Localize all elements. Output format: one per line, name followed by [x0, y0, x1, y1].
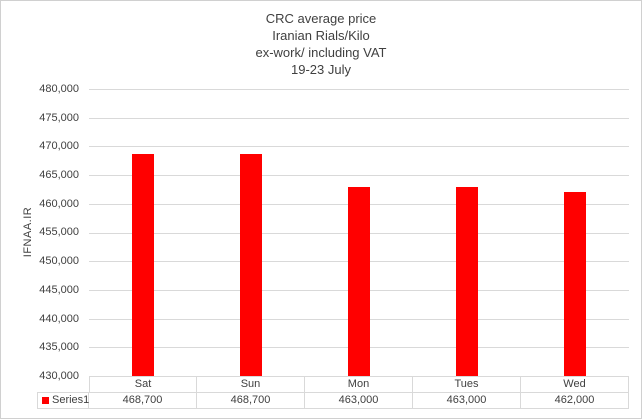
data-table: Sat Sun Mon Tues Wed Series1 468,700 468,700 4… [37, 376, 629, 409]
y-tick-label: 470,000 [39, 140, 79, 153]
chart-title-line-1: CRC average price [265, 11, 377, 26]
category-cell: Wed [521, 376, 629, 392]
y-tick-label: 450,000 [39, 255, 79, 268]
series-name: Series1 [52, 394, 90, 406]
y-tick-label: 475,000 [39, 111, 79, 124]
gridline [89, 146, 629, 148]
y-axis-tick-labels: 480,000 475,000 470,000 465,000 460,000 455,0… [1, 81, 79, 384]
category-row: Sat Sun Mon Tues Wed [89, 376, 629, 392]
legend: Series1 [37, 392, 89, 409]
y-tick-label: 480,000 [39, 83, 79, 95]
y-tick-label: 455,000 [39, 226, 79, 239]
gridline [89, 175, 629, 177]
y-tick-label: 465,000 [39, 169, 79, 182]
bar [456, 186, 478, 376]
value-cell: 462,000 [521, 392, 629, 409]
plot-area [89, 89, 629, 377]
y-tick-label: 435,000 [39, 341, 79, 354]
gridline [89, 117, 629, 119]
bar [132, 153, 154, 376]
series-marker-icon [42, 397, 49, 404]
value-cell: 468,700 [89, 392, 197, 409]
value-row: Series1 468,700 468,700 463,000 463,000 462,… [37, 392, 629, 409]
chart-title-line-4: 19-23 July [291, 62, 351, 77]
gridline [89, 89, 629, 90]
chart-title-line-2: Iranian Rials/Kilo [272, 28, 370, 43]
y-tick-label: 460,000 [39, 197, 79, 210]
bar [348, 186, 370, 376]
y-tick-label: 445,000 [39, 283, 79, 296]
category-cell: Tues [413, 376, 521, 392]
category-cell: Sun [197, 376, 305, 392]
bars [89, 89, 629, 376]
bar [240, 153, 262, 376]
value-cell: 463,000 [413, 392, 521, 409]
value-cell: 463,000 [305, 392, 413, 409]
value-cell: 468,700 [197, 392, 305, 409]
chart-title-line-3: ex-work/ including VAT [255, 45, 387, 60]
category-cell: Mon [305, 376, 413, 392]
category-cell: Sat [89, 376, 197, 392]
bar [564, 192, 586, 376]
y-tick-label: 430,000 [39, 369, 79, 382]
y-tick-label: 440,000 [39, 312, 79, 325]
chart-title: CRC average price Iranian Rials/Kilo ex-… [1, 10, 641, 78]
